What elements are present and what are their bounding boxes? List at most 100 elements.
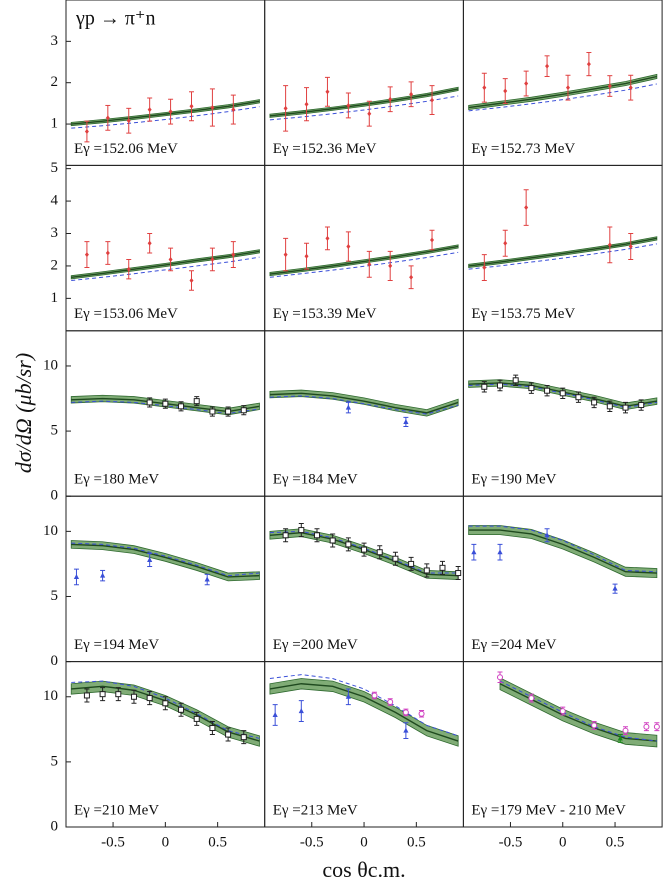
data-point xyxy=(617,735,623,741)
data-point xyxy=(628,243,633,249)
dashed-curve xyxy=(71,542,260,577)
data-point xyxy=(628,85,633,91)
panel xyxy=(70,88,260,143)
data-point xyxy=(84,128,89,134)
data-point xyxy=(653,723,660,730)
data-point xyxy=(313,532,320,539)
data-point xyxy=(403,418,409,424)
dashed-curve xyxy=(71,106,260,129)
panel xyxy=(70,680,260,747)
model-band xyxy=(499,677,658,748)
data-point xyxy=(607,83,612,89)
energy-label: Eγ =190 MeV xyxy=(471,472,556,488)
data-point xyxy=(361,546,368,553)
model-curve xyxy=(269,683,459,742)
model-band xyxy=(269,678,459,747)
data-point xyxy=(430,97,435,103)
data-point xyxy=(524,81,529,87)
data-point xyxy=(272,711,278,717)
data-point xyxy=(325,89,330,95)
data-point xyxy=(388,263,393,269)
model-curve xyxy=(499,683,657,742)
data-point xyxy=(545,63,550,69)
data-point xyxy=(497,382,504,389)
data-point xyxy=(73,573,80,579)
data-point xyxy=(210,256,215,262)
panel xyxy=(468,374,658,414)
data-point xyxy=(168,256,173,262)
dashed-curve xyxy=(269,674,459,737)
model-curve xyxy=(468,75,658,109)
energy-label: Eγ =179 MeV - 210 MeV xyxy=(471,802,626,818)
data-point xyxy=(418,710,425,717)
dashed-curve xyxy=(468,525,657,573)
data-point xyxy=(528,385,535,392)
data-point xyxy=(591,722,598,729)
y-tick-label: 10 xyxy=(43,688,58,704)
data-point xyxy=(607,242,612,248)
dashed-curve xyxy=(71,256,260,282)
panel xyxy=(497,671,660,748)
panel xyxy=(269,674,459,747)
data-point xyxy=(503,88,508,94)
data-point xyxy=(565,85,570,91)
data-point xyxy=(524,205,529,211)
energy-label: Eγ =180 MeV xyxy=(74,472,159,488)
panel xyxy=(269,389,459,428)
energy-label: Eγ =194 MeV xyxy=(74,637,159,653)
data-point xyxy=(388,96,393,102)
model-band xyxy=(269,86,459,118)
data-point xyxy=(209,725,216,732)
energy-label: Eγ =184 MeV xyxy=(273,472,358,488)
x-tick-label: 0 xyxy=(559,834,567,850)
data-point xyxy=(147,557,153,563)
energy-label: Eγ =213 MeV xyxy=(273,802,358,818)
x-tick-label: -0.5 xyxy=(300,834,324,850)
data-point xyxy=(99,691,106,698)
data-point xyxy=(376,549,383,556)
data-point xyxy=(282,532,289,539)
data-point xyxy=(528,695,535,702)
data-point xyxy=(345,693,351,699)
data-point xyxy=(471,549,477,555)
data-point xyxy=(423,567,430,574)
data-point xyxy=(612,585,618,591)
dashed-curve xyxy=(269,95,459,121)
data-point xyxy=(84,252,89,258)
energy-label: Eγ =204 MeV xyxy=(471,637,556,653)
data-point xyxy=(225,408,232,415)
data-point xyxy=(367,261,372,267)
panel xyxy=(269,523,462,581)
dashed-curve xyxy=(468,83,657,112)
energy-label: Eγ =200 MeV xyxy=(273,637,358,653)
data-point xyxy=(482,265,487,271)
data-point xyxy=(544,532,550,538)
data-point xyxy=(622,727,629,734)
data-point xyxy=(115,691,122,698)
data-point xyxy=(497,549,503,555)
y-tick-label: 2 xyxy=(51,257,59,273)
data-point xyxy=(586,61,591,67)
x-tick-label: 0.5 xyxy=(208,834,227,850)
data-point xyxy=(189,103,194,109)
data-point xyxy=(147,107,152,113)
y-axis-label: dσ/dΩ (μb/sr) xyxy=(11,353,36,473)
data-point xyxy=(204,576,210,582)
data-point xyxy=(178,706,185,713)
data-point xyxy=(329,537,336,544)
data-point xyxy=(503,240,508,246)
model-curve xyxy=(269,392,459,414)
data-point xyxy=(83,692,90,699)
data-point xyxy=(325,235,330,241)
x-tick-label: 0 xyxy=(162,834,170,850)
model-curve xyxy=(71,685,260,742)
data-point xyxy=(283,105,288,111)
dashed-curve xyxy=(71,680,260,739)
data-point xyxy=(439,564,446,571)
panel xyxy=(468,52,658,112)
model-curve xyxy=(269,88,459,117)
x-tick-label: -0.5 xyxy=(499,834,523,850)
y-tick-label: 10 xyxy=(43,357,58,373)
data-point xyxy=(591,399,598,406)
panel xyxy=(70,394,260,417)
